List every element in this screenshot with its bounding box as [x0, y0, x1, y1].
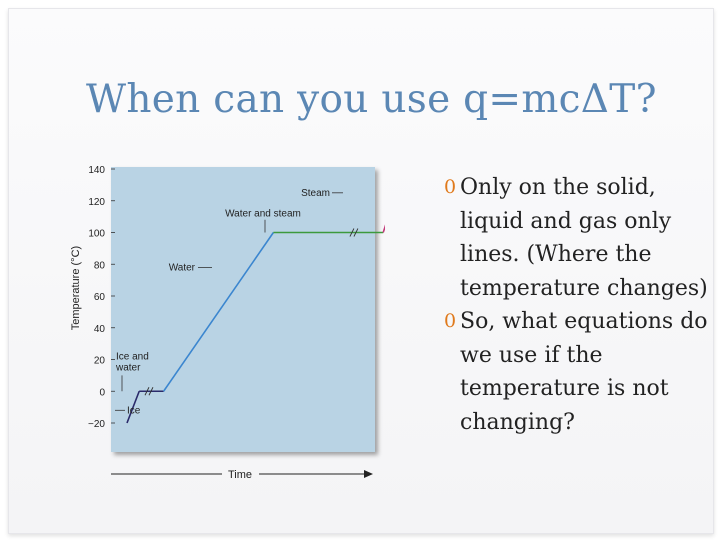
bullet-marker: 0 [444, 310, 457, 332]
annotation-label: Ice and [116, 351, 149, 362]
annotation-label: Steam [301, 188, 330, 199]
y-tick-label: 140 [88, 165, 105, 176]
bullet-text: So, what equations do we use if the temp… [460, 309, 708, 435]
bullet-marker: 0 [444, 176, 457, 198]
series-line [162, 232, 275, 392]
annotation-label: Water [169, 262, 196, 273]
y-tick-label: 80 [94, 260, 106, 271]
heating-curve-chart: −20 0 20 40 60 80 100 120 140 Temperature (°C) Ti… [70, 165, 385, 481]
x-axis-label: Time [228, 469, 252, 481]
y-tick-label: 60 [94, 292, 106, 303]
y-tick-label: 0 [99, 387, 105, 398]
y-tick-label: 120 [88, 197, 105, 208]
bullet-text: Only on the solid, liquid and gas only l… [460, 175, 708, 301]
slide-title: When can you use q=mcΔT? [86, 77, 657, 122]
x-axis: Time [111, 469, 373, 481]
annotation-label: water [115, 362, 141, 373]
series-layer [126, 224, 385, 424]
y-tick-label: −20 [88, 419, 105, 430]
axis-break-mark [353, 228, 359, 237]
y-tick-label: 40 [94, 324, 106, 335]
y-tick-label: 20 [94, 356, 106, 367]
bullet-item: 0 Only on the solid, liquid and gas only… [444, 171, 714, 305]
annotation-label: Ice [127, 405, 141, 416]
y-axis-label: Temperature (°C) [70, 246, 82, 330]
axis-break-mark [148, 387, 154, 396]
axis-break-mark [144, 387, 150, 396]
y-tick-label: 100 [88, 229, 105, 240]
y-axis: −20 0 20 40 60 80 100 120 140 Temperature (°C) [70, 165, 115, 430]
annotation-label: Water and steam [225, 208, 301, 219]
bullet-item: 0 So, what equations do we use if the te… [444, 305, 714, 439]
plot-background [111, 167, 375, 452]
series-line [382, 224, 385, 233]
axis-break-mark [349, 228, 355, 237]
x-axis-arrowhead [364, 470, 373, 478]
slide: When can you use q=mcΔT? −20 0 20 40 60 80 100… [8, 8, 714, 534]
bullet-list: 0 Only on the solid, liquid and gas only… [444, 171, 714, 439]
series-line [126, 390, 140, 424]
